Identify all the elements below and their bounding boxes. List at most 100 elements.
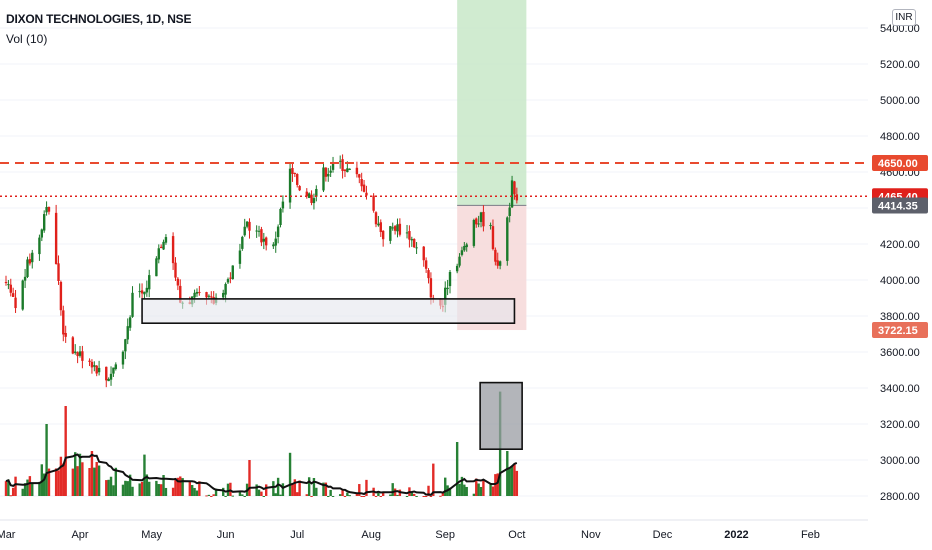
candle-body — [498, 261, 502, 266]
volume-bar — [429, 496, 433, 497]
candle-body — [78, 351, 82, 356]
candle — [329, 165, 332, 178]
volume-bar — [415, 496, 418, 497]
candle-body — [157, 248, 160, 260]
volume-bar — [391, 483, 394, 496]
candle-body — [429, 278, 433, 298]
volume-bar — [198, 481, 201, 496]
candle — [324, 167, 328, 182]
volume-bar — [374, 496, 378, 497]
candle — [298, 185, 301, 192]
volume-bar — [296, 492, 299, 496]
candle — [448, 270, 452, 294]
candle — [408, 225, 411, 248]
price-tick-label: 4200.00 — [880, 239, 920, 251]
volume-bar — [455, 442, 459, 496]
candle-body — [477, 223, 480, 225]
candle — [508, 202, 511, 223]
candle-body — [23, 276, 27, 281]
candle — [64, 325, 67, 343]
volume-bar — [54, 468, 58, 496]
volume-bar — [298, 480, 301, 496]
volume-bar — [331, 496, 335, 497]
candle — [482, 205, 485, 232]
candle-body — [9, 284, 12, 293]
candle-body — [415, 247, 418, 249]
time-tick-label: Feb — [801, 529, 820, 541]
candle — [296, 173, 299, 188]
candle — [365, 185, 368, 200]
candle-body — [343, 169, 347, 172]
candle-body — [179, 285, 182, 303]
candle-body — [264, 237, 268, 246]
candle-body — [372, 195, 375, 211]
candle-body — [377, 223, 380, 226]
candle — [245, 221, 249, 229]
candle-body — [379, 222, 382, 233]
candle — [279, 207, 282, 228]
candle — [494, 247, 497, 266]
volume-bar — [477, 483, 480, 496]
volume-bar — [47, 468, 51, 496]
candle — [479, 211, 483, 228]
volume-bar — [312, 477, 316, 496]
candle-body — [276, 226, 280, 237]
candle — [128, 315, 132, 331]
candle-body — [410, 239, 414, 241]
volume-bar — [506, 451, 509, 496]
candle-body — [93, 365, 96, 367]
volume-bar — [28, 476, 32, 496]
volume-bar — [23, 483, 27, 496]
candle-body — [210, 296, 213, 298]
candle — [463, 242, 466, 252]
volume-bar — [460, 476, 464, 496]
volume-bar — [310, 496, 313, 497]
volume-bar — [513, 463, 516, 496]
candle — [257, 225, 261, 237]
candle — [458, 253, 461, 268]
candle-body — [257, 230, 261, 232]
volume-bar — [389, 494, 392, 496]
candle — [62, 305, 65, 342]
price-tick-label: 3400.00 — [880, 383, 920, 395]
price-tick-label: 2800.00 — [880, 491, 920, 503]
volume-bar — [248, 460, 251, 496]
volume-bar — [155, 480, 158, 496]
volume-bar — [343, 496, 347, 497]
volume-bar — [305, 494, 308, 496]
candle — [7, 280, 10, 290]
candle — [513, 180, 516, 200]
candle — [477, 215, 480, 228]
candle-body — [262, 238, 266, 242]
candle — [243, 218, 246, 237]
candle — [389, 225, 392, 244]
candle-body — [193, 292, 196, 298]
candle — [248, 218, 251, 239]
time-tick-label: Jun — [217, 529, 235, 541]
candle — [238, 243, 242, 269]
volume-bar — [274, 493, 277, 496]
candle — [412, 238, 416, 248]
candle — [262, 232, 266, 250]
volume-indicator-label[interactable]: Vol (10) — [6, 32, 48, 46]
candle — [310, 190, 313, 206]
candle — [9, 278, 12, 297]
candle — [28, 253, 32, 266]
candle-body — [398, 223, 402, 235]
candle — [71, 336, 75, 355]
chart-grid — [0, 27, 868, 497]
volume-bar — [21, 488, 24, 496]
volume-bar — [377, 492, 380, 496]
volume-bar — [515, 470, 519, 496]
candle-body — [312, 198, 316, 204]
candle — [241, 235, 244, 251]
time-tick-label: May — [141, 529, 162, 541]
candle-body — [393, 226, 397, 231]
candle-body — [338, 160, 342, 162]
volume-bar — [4, 481, 8, 496]
volume-bar — [444, 477, 447, 496]
volume-bar — [424, 496, 428, 497]
currency-badge[interactable]: INR — [892, 9, 916, 26]
candle — [396, 218, 399, 238]
